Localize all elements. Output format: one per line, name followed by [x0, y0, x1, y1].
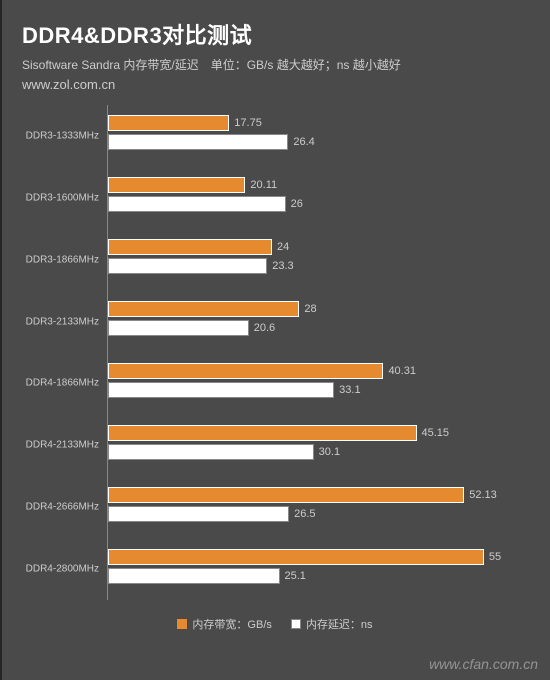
plot-region: DDR3-1333MHz17.7526.4DDR3-1600MHz20.1126…: [107, 105, 518, 600]
category-label: DDR4-2666MHz: [18, 502, 103, 513]
category-row: DDR4-2133MHz45.1530.1: [108, 422, 518, 469]
bar-bandwidth: 45.15: [108, 425, 417, 441]
bar-value-latency: 26.4: [293, 136, 314, 148]
category-label: DDR3-2133MHz: [18, 316, 103, 327]
bar-value-latency: 26.5: [294, 508, 315, 520]
category-row: DDR3-1600MHz20.1126: [108, 174, 518, 221]
bar-bandwidth: 20.11: [108, 177, 245, 193]
category-label: DDR4-2800MHz: [18, 564, 103, 575]
bar-latency: 20.6: [108, 320, 249, 336]
bar-value-latency: 23.3: [272, 260, 293, 272]
bar-bandwidth: 17.75: [108, 115, 229, 131]
bar-value-bandwidth: 17.75: [234, 117, 262, 129]
header: DDR4&DDR3对比测试 Sisoftware Sandra 内存带宽/延迟 …: [0, 0, 550, 100]
chart-subtitle: Sisoftware Sandra 内存带宽/延迟 单位：GB/s 越大越好；n…: [22, 56, 528, 73]
chart-plot-area: DDR3-1333MHz17.7526.4DDR3-1600MHz20.1126…: [22, 105, 528, 600]
bar-value-bandwidth: 28: [304, 303, 316, 315]
category-label: DDR3-1866MHz: [18, 254, 103, 265]
bar-latency: 26.4: [108, 134, 288, 150]
bar-latency: 25.1: [108, 568, 280, 584]
bar-value-latency: 33.1: [339, 384, 360, 396]
bar-value-latency: 20.6: [254, 322, 275, 334]
legend-label-bandwidth: 内存带宽：GB/s: [192, 616, 271, 632]
bar-latency: 30.1: [108, 444, 314, 460]
category-row: DDR3-1333MHz17.7526.4: [108, 112, 518, 159]
left-border-accent: [0, 0, 2, 680]
bar-value-latency: 25.1: [285, 570, 306, 582]
watermark: www.cfan.com.cn: [429, 656, 538, 672]
chart-title: DDR4&DDR3对比测试: [22, 18, 528, 50]
source-url: www.zol.com.cn: [22, 77, 528, 92]
legend-swatch-bandwidth: [177, 619, 187, 629]
category-label: DDR4-2133MHz: [18, 440, 103, 451]
category-label: DDR4-1866MHz: [18, 378, 103, 389]
legend-item-bandwidth: 内存带宽：GB/s: [177, 616, 271, 632]
category-label: DDR3-1600MHz: [18, 192, 103, 203]
bar-latency: 26.5: [108, 506, 289, 522]
bar-latency: 23.3: [108, 258, 267, 274]
bar-latency: 26: [108, 196, 286, 212]
bar-latency: 33.1: [108, 382, 334, 398]
bar-value-bandwidth: 20.11: [250, 179, 277, 191]
category-row: DDR4-2666MHz52.1326.5: [108, 484, 518, 531]
bar-value-bandwidth: 55: [489, 551, 501, 563]
legend-label-latency: 内存延迟：ns: [306, 616, 373, 632]
bar-value-latency: 26: [291, 198, 303, 210]
legend-swatch-latency: [291, 619, 301, 629]
bar-bandwidth: 55: [108, 549, 484, 565]
bar-value-latency: 30.1: [319, 446, 340, 458]
category-row: DDR3-1866MHz2423.3: [108, 236, 518, 283]
bar-bandwidth: 28: [108, 301, 299, 317]
bar-bandwidth: 52.13: [108, 487, 464, 503]
bar-value-bandwidth: 45.15: [422, 427, 450, 439]
category-row: DDR3-2133MHz2820.6: [108, 298, 518, 345]
category-row: DDR4-1866MHz40.3133.1: [108, 360, 518, 407]
legend-item-latency: 内存延迟：ns: [291, 616, 373, 632]
bar-value-bandwidth: 24: [277, 241, 289, 253]
bar-value-bandwidth: 40.31: [388, 365, 416, 377]
legend: 内存带宽：GB/s 内存延迟：ns: [0, 616, 550, 632]
bar-bandwidth: 24: [108, 239, 272, 255]
category-label: DDR3-1333MHz: [18, 130, 103, 141]
bar-bandwidth: 40.31: [108, 363, 383, 379]
bar-value-bandwidth: 52.13: [469, 489, 497, 501]
category-row: DDR4-2800MHz5525.1: [108, 546, 518, 593]
chart-container: DDR4&DDR3对比测试 Sisoftware Sandra 内存带宽/延迟 …: [0, 0, 550, 680]
